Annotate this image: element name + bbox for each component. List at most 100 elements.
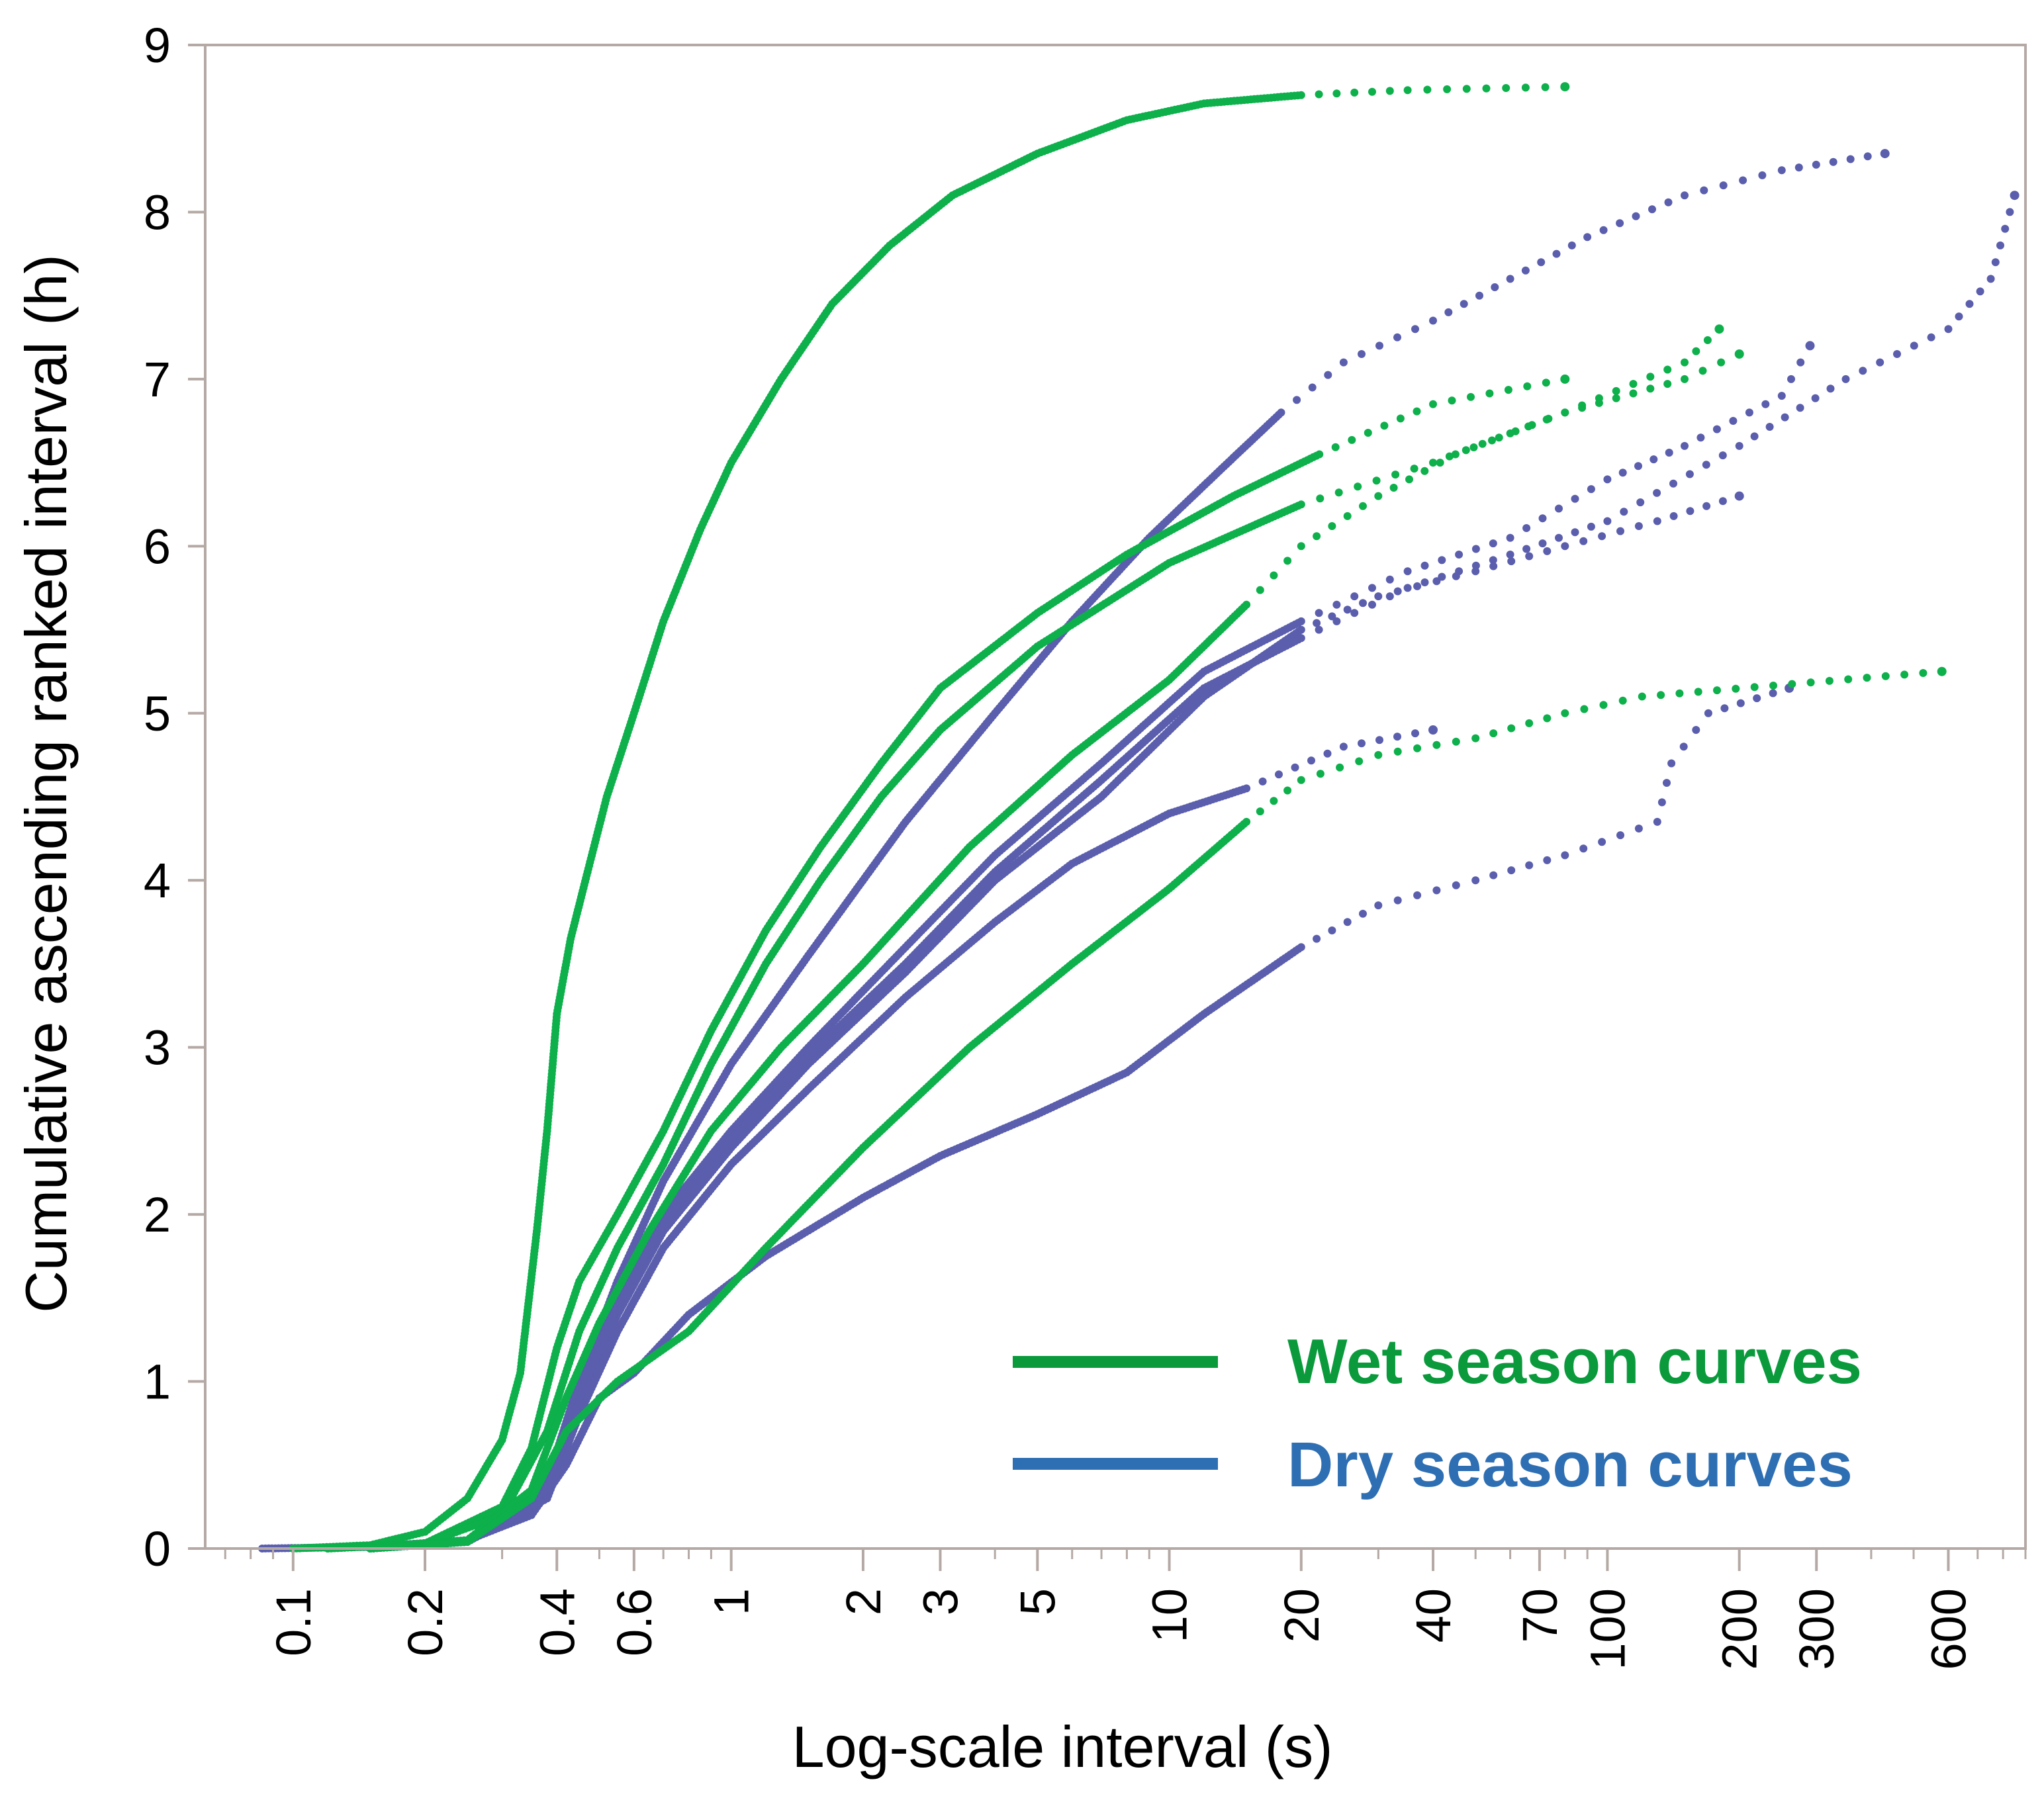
data-point <box>1841 375 1850 383</box>
data-point <box>1629 389 1638 398</box>
data-point <box>1538 539 1547 548</box>
data-point <box>1598 838 1606 846</box>
data-point <box>1543 547 1552 555</box>
data-point <box>1432 577 1441 586</box>
data-point <box>1702 461 1710 469</box>
data-point <box>1277 408 1285 417</box>
data-point <box>1445 452 1454 461</box>
data-point <box>1316 494 1324 503</box>
data-point <box>1359 502 1367 510</box>
data-point <box>1462 446 1470 455</box>
data-point <box>1681 441 1689 450</box>
data-point <box>1718 451 1727 460</box>
data-point <box>1315 90 1323 99</box>
data-point <box>1393 333 1401 341</box>
data-point <box>1702 502 1711 510</box>
data-point <box>1429 316 1437 325</box>
data-point <box>1663 365 1672 374</box>
data-point <box>1270 571 1278 580</box>
data-point <box>1339 358 1348 367</box>
data-point <box>1542 415 1551 424</box>
data-point <box>1720 704 1729 713</box>
data-point <box>1393 733 1401 741</box>
data-point <box>1315 450 1324 459</box>
data-point <box>1745 408 1753 417</box>
data-point <box>1561 542 1569 551</box>
data-point <box>1297 617 1305 625</box>
data-point <box>1374 901 1383 910</box>
data-point <box>1293 396 1301 404</box>
data-point <box>1413 582 1422 590</box>
data-point <box>1703 336 1712 344</box>
series-line <box>327 453 1318 1552</box>
data-point <box>1603 517 1612 525</box>
data-point <box>1297 625 1305 634</box>
data-point <box>1403 584 1412 592</box>
data-point <box>1692 347 1700 355</box>
data-point <box>2006 208 2014 216</box>
data-point <box>1332 89 1341 98</box>
data-point <box>1469 443 1478 451</box>
data-point <box>1579 537 1588 545</box>
data-point <box>1482 84 1491 93</box>
data-point <box>1308 383 1317 392</box>
data-point <box>1734 491 1744 501</box>
data-point <box>1620 508 1628 516</box>
data-point <box>1560 82 1570 92</box>
data-point <box>1413 891 1422 899</box>
data-point <box>1765 423 1774 431</box>
data-point <box>1358 739 1366 748</box>
data-point <box>1955 312 1963 321</box>
data-point <box>1385 87 1394 95</box>
data-point <box>1339 742 1348 751</box>
data-point <box>1681 191 1689 200</box>
data-point <box>1328 522 1336 530</box>
data-point <box>1313 619 1321 627</box>
data-point <box>1681 375 1689 383</box>
series-line <box>327 502 1300 1552</box>
data-point <box>1543 856 1552 864</box>
series-line <box>370 604 1247 1552</box>
series-wet <box>324 324 1724 1552</box>
data-point <box>1846 155 1855 163</box>
data-point <box>1375 736 1383 744</box>
data-point <box>1343 918 1352 926</box>
data-point <box>1334 488 1343 497</box>
data-point <box>1460 300 1468 308</box>
series-wet <box>289 82 1570 1552</box>
data-point <box>1679 742 1688 751</box>
data-point <box>1552 249 1561 258</box>
data-point <box>1368 584 1376 592</box>
data-point <box>1634 825 1643 832</box>
data-point <box>1910 341 1918 350</box>
data-point <box>1629 380 1638 388</box>
data-point <box>1612 394 1620 402</box>
data-point <box>1411 729 1419 738</box>
data-point <box>1393 896 1402 905</box>
data-point <box>1794 163 1803 172</box>
data-point <box>1944 325 1953 334</box>
data-point <box>1826 384 1835 393</box>
data-point <box>1438 556 1446 564</box>
data-point <box>1315 609 1323 617</box>
data-point <box>1488 436 1496 445</box>
data-point <box>1455 567 1463 576</box>
data-point <box>1313 934 1321 943</box>
data-point <box>1448 396 1456 405</box>
data-point <box>1555 533 1563 542</box>
data-point <box>1507 866 1516 875</box>
data-point <box>1297 500 1305 509</box>
data-point <box>1538 514 1547 523</box>
data-point <box>1646 384 1655 393</box>
data-point <box>1385 575 1394 584</box>
data-point <box>1598 532 1606 541</box>
data-point <box>1283 557 1292 565</box>
data-point <box>1541 83 1550 91</box>
data-point <box>1561 408 1569 417</box>
data-point <box>1495 433 1503 442</box>
data-point <box>1634 462 1642 471</box>
data-point <box>1343 512 1352 520</box>
data-point <box>1522 545 1531 553</box>
data-point <box>1986 275 1995 283</box>
data-point <box>1599 226 1608 234</box>
